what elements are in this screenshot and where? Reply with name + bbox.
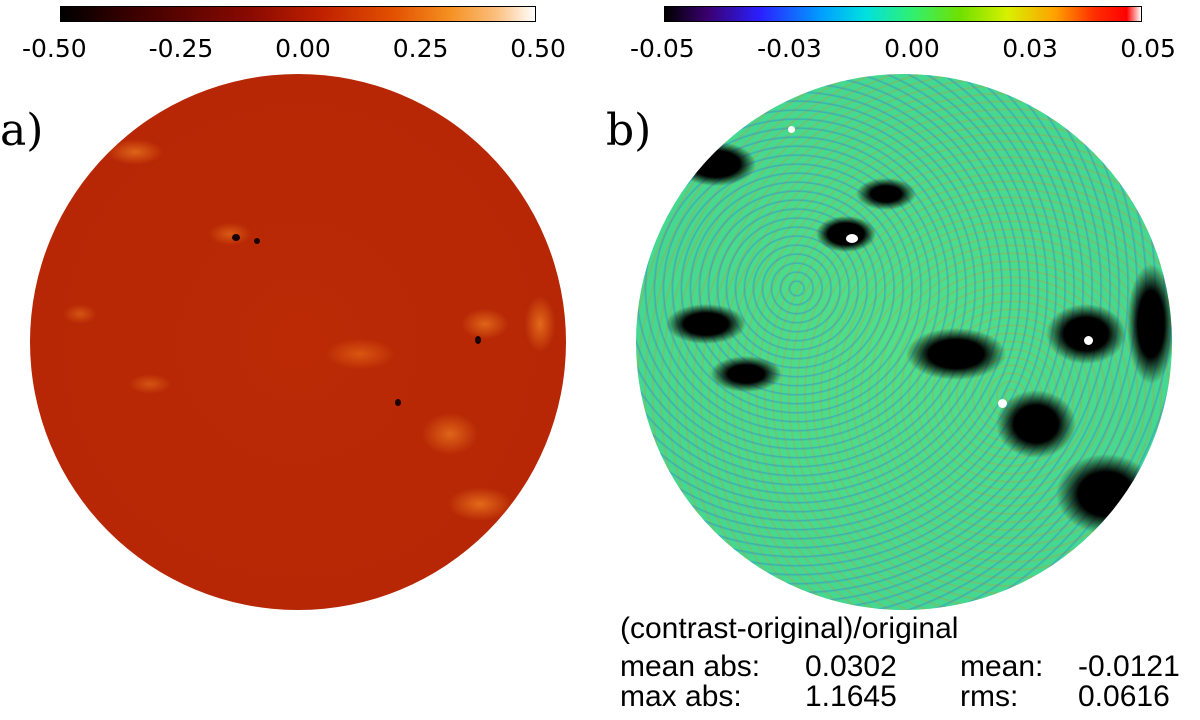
stat-label: mean: [960,650,1044,683]
stat-label: mean abs: [620,650,761,683]
solar-disk-image-b [636,74,1172,610]
stat-value: -0.0121 [1078,650,1180,683]
colorbar-b-tick: 0.05 [1120,34,1176,63]
stat-label: rms: [960,680,1019,713]
sunspot [232,234,240,241]
panel-a: -0.50 -0.25 0.00 0.25 0.50 a) [0,6,566,610]
white-spot [1084,336,1093,345]
panel-b: -0.05 -0.03 0.00 0.03 0.05 b) (contrast-… [600,0,1200,720]
colorbar-a-tick: 0.50 [510,34,566,63]
colorbar-b-gradient [665,7,1141,21]
white-spot [846,234,858,243]
solar-disk-image-a [30,74,566,610]
colorbar-a [60,6,536,22]
panel-b-label: b) [606,105,652,156]
colorbar-a-tick: -0.25 [148,34,214,63]
colorbar-b-tick: 0.03 [1002,34,1058,63]
sunspot [395,399,401,406]
colorbar-a-tick: 0.25 [392,34,449,63]
colorbar-a-tick: 0.00 [275,34,331,63]
colorbar-a-gradient [61,7,535,21]
sunspot [254,238,260,244]
stat-value: 0.0616 [1078,680,1170,713]
colorbar-b-tick: -0.05 [630,34,695,63]
caption: (contrast-original)/original [620,612,959,645]
colorbar-a-tick: -0.50 [22,34,87,63]
colorbar-b-ticks: -0.05 -0.03 0.00 0.03 0.05 [630,34,1176,64]
colorbar-a-ticks: -0.50 -0.25 0.00 0.25 0.50 [22,34,566,64]
white-spot [998,399,1007,408]
colorbar-b-tick: -0.03 [757,34,822,63]
panel-a-label: a) [0,105,44,156]
stat-value: 0.0302 [805,650,897,683]
white-spot [788,126,795,133]
stat-value: 1.1645 [805,680,897,713]
stat-label: max abs: [620,680,742,713]
colorbar-b [664,6,1142,22]
sunspot [475,336,481,344]
colorbar-b-tick: 0.00 [884,34,940,63]
